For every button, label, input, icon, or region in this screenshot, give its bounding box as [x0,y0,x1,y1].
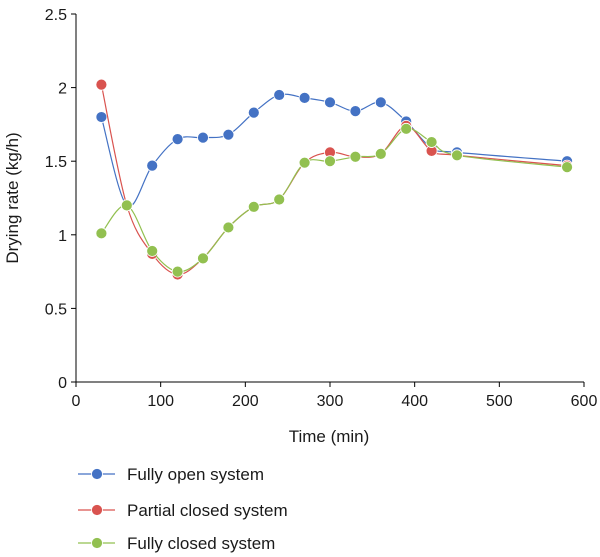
fully-closed-point [349,150,362,163]
fully-open-point [374,96,387,109]
fully-closed-series [95,122,573,278]
legend-marker-partial-closed [91,504,103,516]
legend-label-partial-closed: Partial closed system [127,501,288,520]
fully-closed-point [171,265,184,278]
fully-closed-point [451,149,463,162]
fully-open-point [324,96,336,109]
fully-closed-point [146,245,159,257]
fully-closed-point [400,122,413,135]
fully-closed-point [95,227,108,240]
partial-closed-series [95,78,573,281]
y-tick-label: 1.5 [45,154,67,171]
legend-marker-fully-open [91,468,103,480]
legend-item-fully-open: Fully open system [78,465,264,484]
y-tick-label: 0 [58,375,67,392]
legend-item-fully-closed: Fully closed system [78,534,275,553]
fully-open-series [95,89,573,212]
y-tick-label: 2.5 [45,7,67,24]
x-tick-label: 300 [317,393,344,410]
y-ticks: 0 0.5 1 1.5 2 2.5 [45,7,76,392]
fully-closed-point [561,161,573,173]
fully-closed-point [298,156,311,169]
series-layer [95,78,573,281]
fully-closed-point [120,199,133,212]
fully-closed-point [374,147,387,160]
fully-open-point [273,89,286,101]
x-tick-label: 100 [147,393,174,410]
fully-closed-point [222,221,235,234]
fully-open-point [349,105,362,118]
legend-marker-fully-closed [91,537,103,549]
fully-open-line [100,93,568,208]
fully-open-point [247,106,260,119]
x-ticks: 0 100 200 300 400 500 600 [72,382,598,410]
fully-closed-point [247,200,260,213]
x-tick-label: 500 [486,393,513,410]
legend: Fully open system Partial closed system Fu… [78,465,288,553]
fully-open-point [171,133,184,146]
x-tick-label: 200 [232,393,259,410]
fully-closed-point [324,155,336,168]
y-axis-title: Drying rate (kg/h) [3,132,22,263]
fully-open-point [95,111,108,123]
fully-closed-point [197,252,209,265]
partial-closed-line [100,84,568,276]
x-axis-title: Time (min) [289,427,370,446]
partial-closed-point [95,78,108,91]
fully-closed-point [273,193,286,206]
x-tick-label: 600 [571,393,598,410]
y-tick-label: 1 [58,228,67,245]
x-tick-label: 400 [401,393,428,410]
legend-label-fully-open: Fully open system [127,465,264,484]
fully-open-point [222,128,235,141]
legend-label-fully-closed: Fully closed system [127,534,275,553]
legend-item-partial-closed: Partial closed system [78,501,288,520]
y-tick-label: 2 [58,81,67,98]
fully-open-point [197,131,209,144]
axes [75,14,584,383]
fully-open-point [298,92,311,104]
fully-closed-point [425,136,438,148]
y-tick-label: 0.5 [45,301,67,318]
fully-open-point [146,159,159,172]
x-tick-label: 0 [72,393,81,410]
